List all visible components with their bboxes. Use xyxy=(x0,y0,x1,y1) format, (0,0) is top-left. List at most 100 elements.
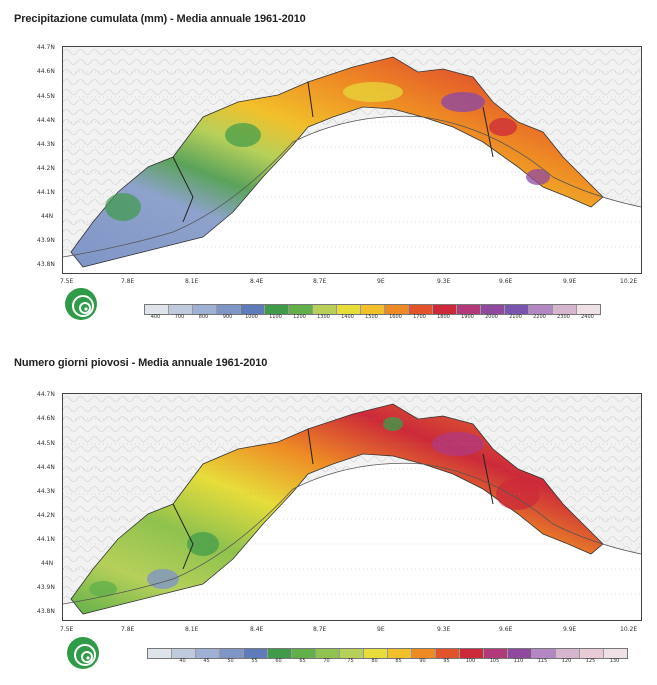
legend-swatch xyxy=(508,649,532,658)
lat-tick: 44.4N xyxy=(37,464,55,471)
legend-swatch xyxy=(145,305,169,314)
legend-label: 110 xyxy=(513,658,524,664)
legend-swatch xyxy=(481,305,505,314)
lat-tick: 44.1N xyxy=(37,189,55,196)
lon-tick: 10.2E xyxy=(620,626,638,633)
lat-tick: 44.2N xyxy=(37,512,55,519)
legend-label: 2000 xyxy=(485,314,498,320)
lat-tick: 43.8N xyxy=(37,261,55,268)
legend-label: 115 xyxy=(537,658,548,664)
legend-label: 2200 xyxy=(533,314,546,320)
legend-swatch xyxy=(340,649,364,658)
legend-swatch xyxy=(556,649,580,658)
legend-label: 125 xyxy=(585,658,596,664)
lon-tick: 9.6E xyxy=(499,626,513,633)
legend-swatch xyxy=(532,649,556,658)
legend-label: 100 xyxy=(465,658,476,664)
legend-label: 50 xyxy=(227,658,234,664)
lat-tick: 44.3N xyxy=(37,488,55,495)
legend-label: 40 xyxy=(179,658,186,664)
legend-swatch xyxy=(196,649,220,658)
legend-swatch xyxy=(364,649,388,658)
legend-swatch xyxy=(337,305,361,314)
legend-swatch xyxy=(148,649,172,658)
legend-label: 1100 xyxy=(269,314,282,320)
legend-swatch xyxy=(409,305,433,314)
legend-swatch xyxy=(460,649,484,658)
legend-label: 70 xyxy=(323,658,330,664)
legend-label: 800 xyxy=(198,314,209,320)
legend-swatch xyxy=(388,649,412,658)
legend-label: 1600 xyxy=(389,314,402,320)
legend-swatch xyxy=(412,649,436,658)
legend-label: 120 xyxy=(561,658,572,664)
legend-swatch xyxy=(433,305,457,314)
legend-label: 130 xyxy=(609,658,620,664)
legend-label: 1400 xyxy=(341,314,354,320)
legend-swatch xyxy=(484,649,508,658)
lat-tick: 44N xyxy=(41,213,54,220)
map-title-precipitation: Precipitazione cumulata (mm) - Media ann… xyxy=(14,13,306,25)
legend-swatch xyxy=(436,649,460,658)
legend-swatch xyxy=(604,649,627,658)
lon-tick: 7.5E xyxy=(60,626,74,633)
legend-label: 700 xyxy=(174,314,185,320)
precipitation-legend xyxy=(144,304,601,315)
lat-tick: 44.2N xyxy=(37,165,55,172)
legend-swatch xyxy=(289,305,313,314)
lon-tick: 7.8E xyxy=(121,278,135,285)
legend-label: 2400 xyxy=(581,314,594,320)
legend-swatch xyxy=(385,305,409,314)
legend-label: 900 xyxy=(222,314,233,320)
legend-label: 75 xyxy=(347,658,354,664)
legend-swatch xyxy=(553,305,577,314)
lon-tick: 7.5E xyxy=(60,278,74,285)
lat-tick: 44N xyxy=(41,560,54,567)
legend-swatch xyxy=(217,305,241,314)
legend-swatch xyxy=(505,305,529,314)
precipitation-map xyxy=(62,46,642,274)
legend-swatch xyxy=(265,305,289,314)
legend-label: 80 xyxy=(371,658,378,664)
legend-swatch xyxy=(220,649,244,658)
legend-swatch xyxy=(457,305,481,314)
legend-label: 1700 xyxy=(413,314,426,320)
legend-swatch xyxy=(193,305,217,314)
lon-tick: 8.1E xyxy=(185,278,199,285)
lat-tick: 44.5N xyxy=(37,440,55,447)
legend-label: 1500 xyxy=(365,314,378,320)
legend-swatch xyxy=(316,649,340,658)
lon-tick: 7.8E xyxy=(121,626,135,633)
lon-tick: 9E xyxy=(377,626,385,633)
lon-tick: 8.4E xyxy=(250,278,264,285)
rainy-days-map xyxy=(62,393,642,621)
legend-label: 65 xyxy=(299,658,306,664)
lon-tick: 9.3E xyxy=(437,278,451,285)
lat-tick: 44.6N xyxy=(37,415,55,422)
rainy-days-map-graphic xyxy=(63,394,641,620)
legend-swatch xyxy=(244,649,268,658)
lat-tick: 44.1N xyxy=(37,536,55,543)
lat-tick: 43.9N xyxy=(37,237,55,244)
legend-label: 1800 xyxy=(437,314,450,320)
legend-swatch xyxy=(313,305,337,314)
legend-swatch xyxy=(169,305,193,314)
legend-swatch xyxy=(172,649,196,658)
arpal-logo-icon xyxy=(66,636,100,670)
legend-label: 2300 xyxy=(557,314,570,320)
legend-swatch xyxy=(580,649,604,658)
legend-label: 1000 xyxy=(245,314,258,320)
legend-swatch xyxy=(577,305,600,314)
legend-swatch xyxy=(292,649,316,658)
lon-tick: 8.4E xyxy=(250,626,264,633)
lon-tick: 8.7E xyxy=(313,278,327,285)
lat-tick: 44.4N xyxy=(37,117,55,124)
lat-tick: 43.8N xyxy=(37,608,55,615)
lat-tick: 44.7N xyxy=(37,391,55,398)
lat-tick: 44.6N xyxy=(37,68,55,75)
legend-label: 90 xyxy=(419,658,426,664)
legend-label: 95 xyxy=(443,658,450,664)
lon-tick: 10.2E xyxy=(620,278,638,285)
lat-tick: 44.5N xyxy=(37,93,55,100)
lon-tick: 8.7E xyxy=(313,626,327,633)
